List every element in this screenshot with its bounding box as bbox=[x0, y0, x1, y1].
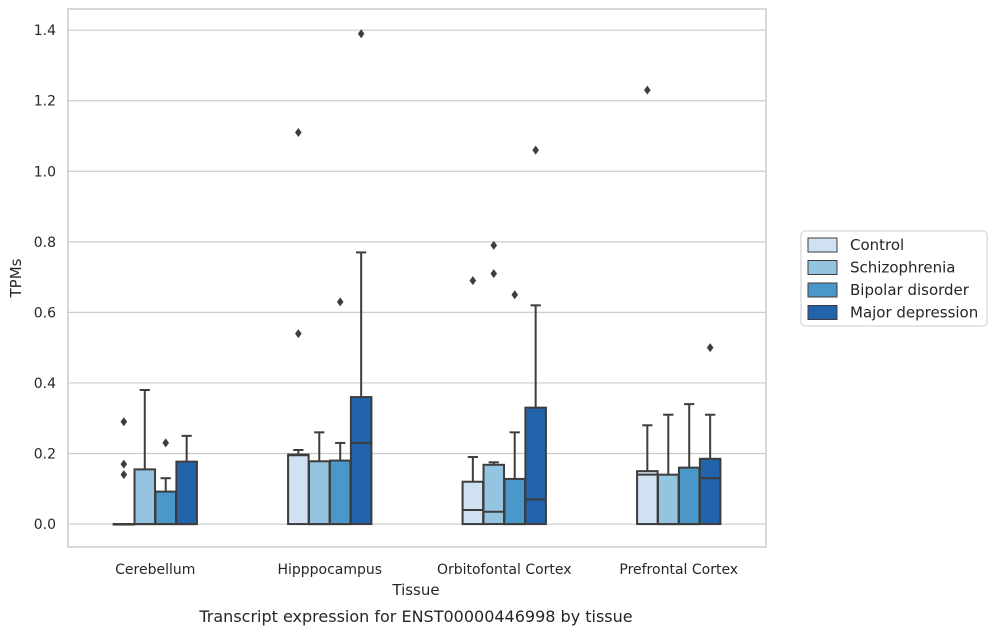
box-body bbox=[287, 453, 310, 526]
box-control bbox=[636, 85, 659, 526]
legend-swatch bbox=[807, 282, 838, 298]
box-body bbox=[175, 460, 198, 526]
box-body bbox=[524, 406, 547, 526]
outlier-point bbox=[120, 459, 128, 469]
gridlines bbox=[68, 29, 766, 525]
legend-swatch bbox=[807, 237, 838, 253]
box-body bbox=[482, 463, 506, 526]
outlier-point bbox=[120, 417, 128, 427]
outlier-point bbox=[162, 438, 170, 448]
outlier-point bbox=[706, 343, 714, 353]
x-tick-label: Orbitofontal Cortex bbox=[437, 562, 572, 578]
box-body bbox=[698, 457, 722, 526]
y-tick-label: 1.0 bbox=[34, 164, 56, 180]
outlier-point bbox=[295, 329, 302, 339]
legend-frame bbox=[800, 230, 988, 327]
box-body bbox=[328, 459, 352, 526]
x-tick-label: Prefrontal Cortex bbox=[619, 562, 738, 578]
legend-swatch bbox=[807, 305, 838, 320]
outlier-point bbox=[490, 240, 498, 250]
box-major-depression bbox=[698, 343, 722, 526]
x-tick-label: Hipppocampus bbox=[277, 562, 382, 578]
box-control bbox=[461, 276, 485, 526]
box-body bbox=[349, 396, 373, 526]
outlier-point bbox=[336, 297, 344, 307]
outlier-point bbox=[469, 276, 477, 286]
x-tick-label: Cerebellum bbox=[115, 562, 195, 578]
box-control bbox=[112, 417, 136, 526]
box-major-depression bbox=[175, 434, 198, 526]
y-tick-labels: 0.0 0.2 0.4 0.6 0.8 1.0 1.2 1.4 bbox=[34, 23, 56, 533]
box-major-depression bbox=[524, 145, 547, 526]
box-bipolar-disorder bbox=[328, 297, 352, 526]
box-body bbox=[657, 473, 680, 526]
outlier-point bbox=[120, 470, 128, 480]
y-tick-label: 0.0 bbox=[34, 517, 56, 533]
box-body bbox=[503, 477, 526, 526]
y-tick-label: 1.4 bbox=[34, 23, 56, 39]
outlier-point bbox=[511, 290, 519, 300]
chart-caption: Transcript expression for ENST0000044699… bbox=[198, 607, 632, 626]
plot-frame bbox=[67, 8, 767, 548]
box-body bbox=[461, 480, 485, 526]
y-tick-label: 0.6 bbox=[34, 305, 56, 321]
box-control bbox=[287, 127, 310, 526]
y-tick-label: 1.2 bbox=[34, 94, 56, 110]
box-bipolar-disorder bbox=[503, 290, 526, 526]
outlier-point bbox=[295, 127, 302, 137]
legend-entry: Major depression bbox=[850, 304, 978, 322]
legend-entry: Control bbox=[850, 236, 904, 254]
outlier-point bbox=[532, 145, 539, 155]
legend-swatch bbox=[807, 260, 838, 275]
box-body bbox=[133, 468, 157, 526]
box-schizophrenia bbox=[482, 240, 506, 526]
box-schizophrenia bbox=[133, 389, 157, 526]
box-body bbox=[308, 460, 331, 526]
box-body bbox=[677, 466, 701, 526]
x-axis-label: Tissue bbox=[391, 581, 439, 599]
box-schizophrenia bbox=[657, 413, 680, 526]
box-body bbox=[636, 470, 659, 526]
x-tick-labels: Cerebellum Hipppocampus Orbitofontal Corte… bbox=[115, 562, 738, 578]
legend-entry: Schizophrenia bbox=[850, 259, 955, 277]
box-schizophrenia bbox=[308, 431, 331, 526]
outlier-point bbox=[644, 85, 651, 95]
y-tick-label: 0.2 bbox=[34, 447, 56, 463]
outlier-point bbox=[490, 269, 498, 279]
y-tick-label: 0.8 bbox=[34, 235, 56, 251]
box-major-depression bbox=[349, 29, 373, 526]
y-tick-label: 0.4 bbox=[34, 376, 56, 392]
legend-entry: Bipolar disorder bbox=[850, 281, 970, 299]
y-axis-label: TPMs bbox=[7, 258, 25, 298]
box-bipolar-disorder bbox=[677, 403, 701, 526]
boxes bbox=[112, 29, 722, 526]
outlier-point bbox=[357, 29, 365, 39]
legend: Control Schizophrenia Bipolar disorder Majo… bbox=[800, 230, 988, 327]
box-bipolar-disorder bbox=[154, 438, 177, 526]
box-body bbox=[154, 490, 177, 526]
